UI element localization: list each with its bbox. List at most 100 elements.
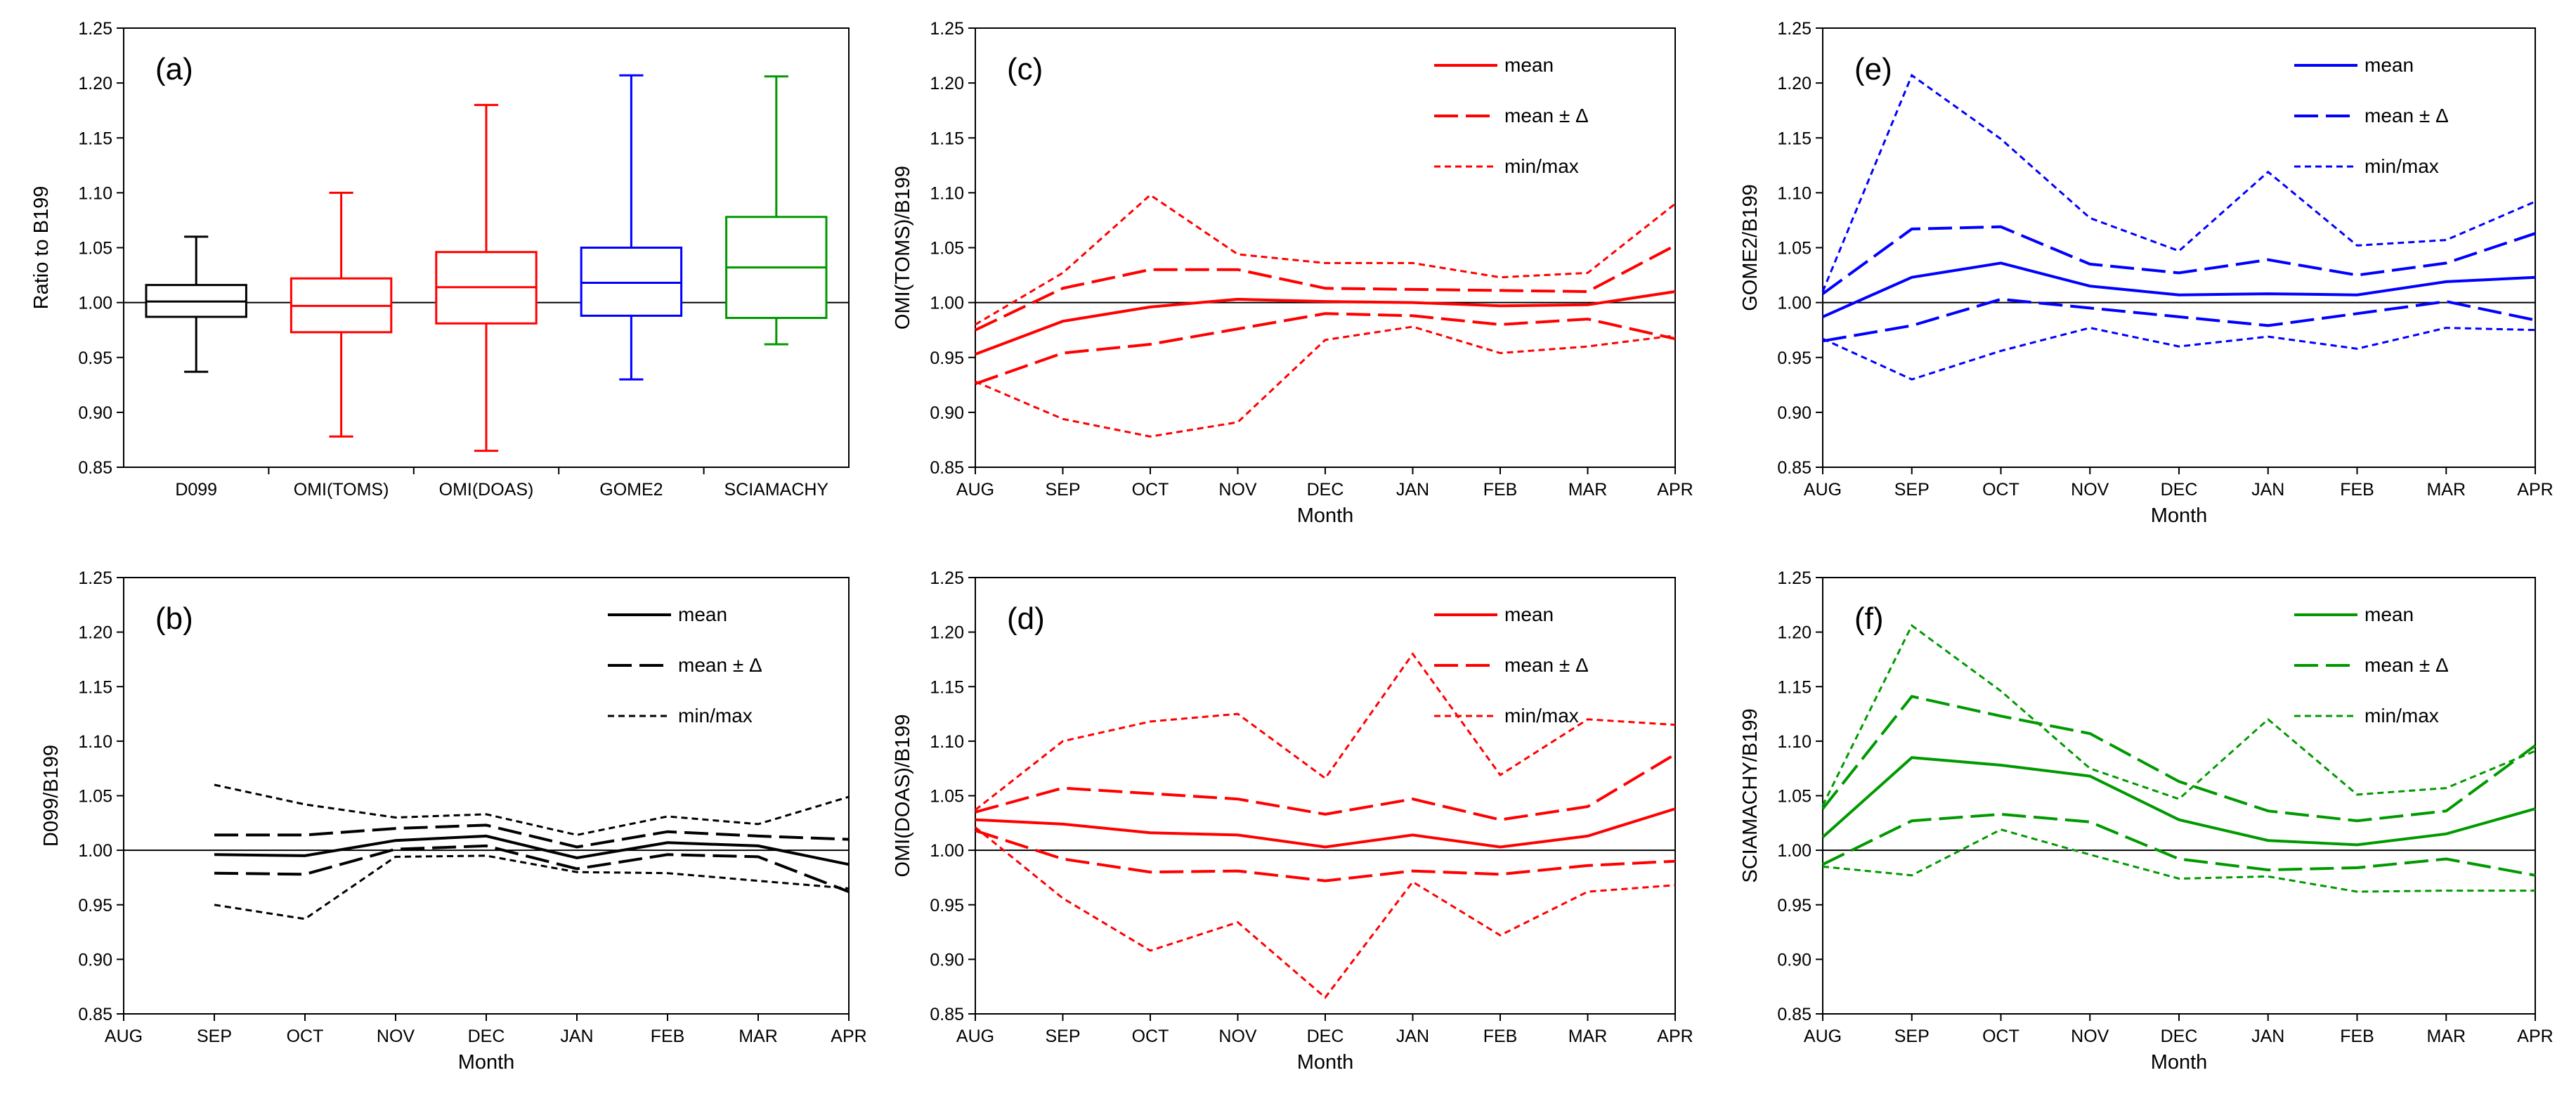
x-tick-label: AUG <box>956 1027 994 1046</box>
y-tick-label: 1.10 <box>78 183 112 203</box>
series-line-mean <box>975 290 1676 356</box>
y-tick-label: 1.15 <box>1777 677 1811 697</box>
y-tick-label: 1.05 <box>78 787 112 807</box>
x-tick-label: JAN <box>560 1027 593 1046</box>
y-tick-label: 1.25 <box>930 19 964 39</box>
y-tick-label: 1.05 <box>930 239 964 259</box>
y-tick-label: 1.10 <box>930 183 964 203</box>
series-line-mean <box>1822 261 2536 318</box>
box-omi-toms- <box>290 191 393 438</box>
x-tick-label: SEP <box>1045 480 1080 500</box>
y-axis-label: SCIAMACHY/B199 <box>1739 708 1762 882</box>
x-tick-label: AUG <box>1804 480 1842 500</box>
y-tick-label: 0.95 <box>930 348 964 368</box>
y-tick-label: 1.20 <box>930 623 964 643</box>
series-line-max <box>1821 624 2536 807</box>
x-category-label: OMI(DOAS) <box>439 480 534 500</box>
y-tick-label: 0.95 <box>78 348 112 368</box>
y-tick-label: 0.90 <box>930 950 964 970</box>
legend-label: min/max <box>2364 705 2439 727</box>
x-category-label: SCIAMACHY <box>724 480 828 500</box>
y-tick-label: 0.95 <box>1777 348 1811 368</box>
legend: mean mean ± Δ min/max <box>1434 54 1589 177</box>
y-tick-label: 1.25 <box>78 19 112 39</box>
x-category-label: D099 <box>175 480 217 500</box>
panel-b: 0.85 0.90 0.95 1.00 1.05 1.10 1.15 1.20 1.25 D099… <box>40 568 867 1074</box>
plot-frame <box>123 577 850 1015</box>
legend-label: mean <box>2364 54 2414 76</box>
x-axis-label: Month <box>458 1051 515 1074</box>
panel-label: (f) <box>1854 601 1884 636</box>
x-tick-label: MAR <box>2426 1027 2466 1046</box>
legend: mean mean ± Δ min/max <box>608 604 762 727</box>
y-tick-label: 0.95 <box>1777 896 1811 916</box>
panel-d: 0.85 0.90 0.95 1.00 1.05 1.10 1.15 1.20 1.25 OMI(… <box>892 568 1693 1074</box>
x-tick-label: DEC <box>468 1027 505 1046</box>
series-line-min <box>975 325 1676 438</box>
legend-label: min/max <box>2364 155 2439 177</box>
y-tick-label: 0.90 <box>930 403 964 423</box>
y-tick-label: 1.05 <box>930 787 964 807</box>
x-tick-label: OCT <box>1982 1027 2019 1046</box>
series-line-mean-plus <box>1821 225 2536 295</box>
y-tick-label: 1.25 <box>1777 19 1811 39</box>
legend-label: min/max <box>678 705 753 727</box>
legend: mean mean ± Δ min/max <box>2294 604 2449 727</box>
series-line-mean- <box>975 829 1676 882</box>
panel-label: (a) <box>155 52 193 86</box>
series-line-min <box>214 854 850 920</box>
x-tick-label: OCT <box>1132 1027 1169 1046</box>
series-line-max <box>975 652 1676 811</box>
plot-frame <box>1822 577 2536 1015</box>
y-tick-label: 0.90 <box>78 950 112 970</box>
x-tick-label: FEB <box>2340 480 2374 500</box>
y-axis-label: GOME2/B199 <box>1739 184 1762 311</box>
panel-label: (b) <box>155 601 193 636</box>
y-tick-label: 1.05 <box>78 239 112 259</box>
series-line-mean- <box>214 844 850 893</box>
x-tick-label: NOV <box>1218 480 1257 500</box>
y-tick-label: 1.00 <box>1777 294 1811 313</box>
box-gome2 <box>580 74 683 381</box>
legend-label: mean ± Δ <box>1504 654 1589 676</box>
x-tick-label: JAN <box>1396 480 1429 500</box>
x-tick-label: JAN <box>2251 480 2284 500</box>
y-tick-label: 1.20 <box>78 74 112 93</box>
box-iqr <box>580 247 683 317</box>
y-axis-label: OMI(TOMS)/B199 <box>892 166 914 330</box>
y-tick-label: 1.10 <box>930 732 964 752</box>
x-tick-label: OCT <box>287 1027 324 1046</box>
series-line-mean-plus <box>975 753 1677 821</box>
x-tick-label: APR <box>2517 480 2553 500</box>
y-tick-label: 1.20 <box>1777 623 1811 643</box>
plot-frame <box>975 577 1676 1015</box>
y-tick-label: 1.00 <box>78 841 112 861</box>
x-tick-label: SEP <box>1894 1027 1930 1046</box>
x-tick-label: NOV <box>2071 480 2109 500</box>
y-tick-label: 1.15 <box>1777 129 1811 148</box>
series-line-mean <box>214 834 850 866</box>
panel-f: 0.85 0.90 0.95 1.00 1.05 1.10 1.15 1.20 1.25 SCIA… <box>1739 568 2554 1074</box>
x-tick-label: APR <box>1657 480 1693 500</box>
y-tick-label: 0.85 <box>930 1005 964 1024</box>
legend-label: mean ± Δ <box>1504 105 1589 126</box>
x-tick-label: NOV <box>1218 1027 1257 1046</box>
series-line-mean- <box>1822 812 2536 877</box>
y-tick-label: 0.95 <box>78 896 112 916</box>
y-tick-label: 1.25 <box>930 568 964 588</box>
plot-frame <box>1822 27 2536 468</box>
x-tick-label: MAR <box>2426 480 2466 500</box>
x-tick-label: SEP <box>1045 1027 1080 1046</box>
series-line-min <box>1822 327 2536 381</box>
panel-a: 0.85 0.90 0.95 1.00 1.05 1.10 1.15 1.20 1.25 Rati… <box>30 19 850 500</box>
legend-label: min/max <box>1504 155 1579 177</box>
series-line-mean <box>1821 756 2536 847</box>
y-tick-label: 0.90 <box>1777 950 1811 970</box>
y-tick-label: 1.10 <box>1777 183 1811 203</box>
y-tick-label: 1.20 <box>1777 74 1811 93</box>
y-tick-label: 1.05 <box>1777 239 1811 259</box>
panel-label: (d) <box>1007 601 1045 636</box>
series-line-max <box>975 193 1676 326</box>
panel-e: 0.85 0.90 0.95 1.00 1.05 1.10 1.15 1.20 1.25 GOME… <box>1739 19 2554 527</box>
